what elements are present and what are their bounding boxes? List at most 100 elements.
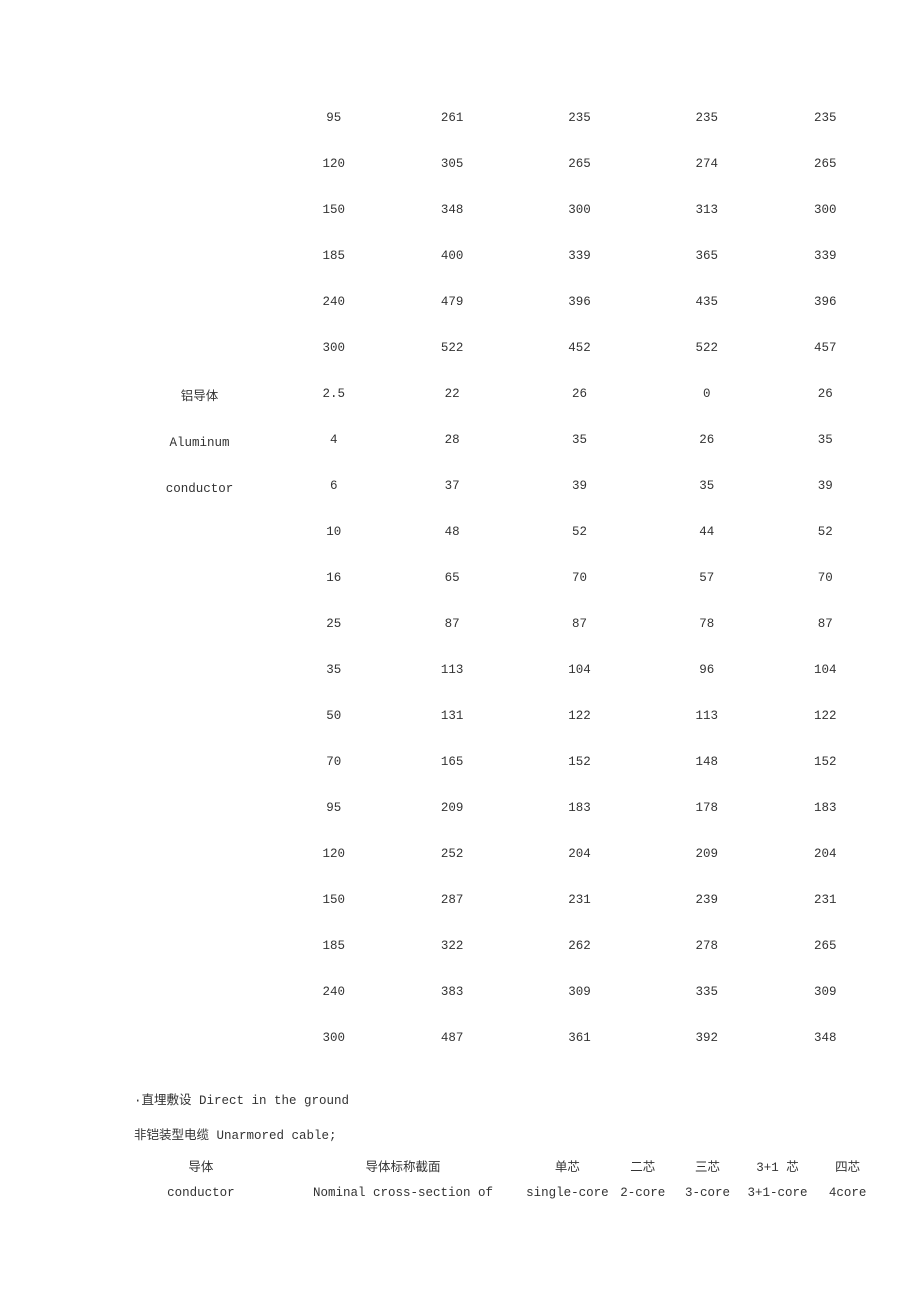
data-cell: 452 <box>516 340 643 386</box>
data-cell: 365 <box>643 248 770 294</box>
row-label-cell <box>120 662 279 708</box>
data-cell: 435 <box>643 294 770 340</box>
data-cell: 300 <box>279 1030 389 1076</box>
data-cell: 87 <box>516 616 643 662</box>
data-cell: 22 <box>388 386 515 432</box>
data-cell: 231 <box>770 892 880 938</box>
row-label-cell <box>120 340 279 386</box>
data-cell: 57 <box>643 570 770 616</box>
note-unarmored: 非铠装型电缆 Unarmored cable; <box>134 1119 870 1154</box>
sh-3core-cn: 三芯 <box>675 1160 740 1185</box>
data-cell: 204 <box>770 846 880 892</box>
data-cell: 300 <box>770 202 880 248</box>
data-cell: 383 <box>388 984 515 1030</box>
data-cell: 44 <box>643 524 770 570</box>
sh-conductor-en: conductor <box>120 1185 282 1210</box>
data-cell: 152 <box>516 754 643 800</box>
data-cell: 70 <box>279 754 389 800</box>
sh-3core-en: 3-core <box>675 1185 740 1210</box>
data-cell: 261 <box>388 110 515 156</box>
data-cell: 26 <box>770 386 880 432</box>
data-cell: 6 <box>279 478 389 524</box>
data-cell: 287 <box>388 892 515 938</box>
row-label-cell <box>120 800 279 846</box>
row-label-cell <box>120 156 279 202</box>
data-cell: 10 <box>279 524 389 570</box>
data-cell: 37 <box>388 478 515 524</box>
data-cell: 52 <box>770 524 880 570</box>
data-cell: 48 <box>388 524 515 570</box>
data-cell: 265 <box>516 156 643 202</box>
data-cell: 204 <box>516 846 643 892</box>
table-row: 150348300313300 <box>120 202 880 248</box>
data-cell: 235 <box>516 110 643 156</box>
data-cell: 122 <box>770 708 880 754</box>
row-label-cell <box>120 1030 279 1076</box>
table-row: 2587877887 <box>120 616 880 662</box>
data-cell: 39 <box>770 478 880 524</box>
sh-4core-cn: 四芯 <box>815 1160 880 1185</box>
conductor-label-line: 铝导体 <box>120 386 279 410</box>
table-row: 240383309335309 <box>120 984 880 1030</box>
data-cell: 96 <box>643 662 770 708</box>
conductor-label-line: Aluminum <box>120 432 279 456</box>
data-cell: 457 <box>770 340 880 386</box>
data-cell: 65 <box>388 570 515 616</box>
row-label-cell <box>120 754 279 800</box>
sh-conductor-cn: 导体 <box>120 1160 282 1185</box>
row-label-cell: conductor <box>120 478 279 524</box>
sh-31core-en: 3+1-core <box>740 1185 815 1210</box>
data-cell: 104 <box>770 662 880 708</box>
data-cell: 70 <box>770 570 880 616</box>
row-label-cell <box>120 294 279 340</box>
data-cell: 39 <box>516 478 643 524</box>
data-cell: 120 <box>279 156 389 202</box>
data-cell: 300 <box>279 340 389 386</box>
data-cell: 185 <box>279 938 389 984</box>
data-cell: 274 <box>643 156 770 202</box>
data-cell: 396 <box>516 294 643 340</box>
data-cell: 487 <box>388 1030 515 1076</box>
data-cell: 28 <box>388 432 515 478</box>
data-cell: 313 <box>643 202 770 248</box>
data-cell: 185 <box>279 248 389 294</box>
data-cell: 150 <box>279 202 389 248</box>
row-label-cell <box>120 708 279 754</box>
table-row: 300487361392348 <box>120 1030 880 1076</box>
data-cell: 95 <box>279 800 389 846</box>
row-label-cell <box>120 570 279 616</box>
cable-data-table: 9526123523523512030526527426515034830031… <box>120 110 880 1076</box>
data-cell: 400 <box>388 248 515 294</box>
data-cell: 52 <box>516 524 643 570</box>
data-cell: 2.5 <box>279 386 389 432</box>
table-row: 3511310496104 <box>120 662 880 708</box>
sh-singlecore-en: single-core <box>524 1185 610 1210</box>
data-cell: 522 <box>643 340 770 386</box>
data-cell: 4 <box>279 432 389 478</box>
data-cell: 335 <box>643 984 770 1030</box>
data-cell: 178 <box>643 800 770 846</box>
row-label-cell <box>120 938 279 984</box>
data-cell: 26 <box>516 386 643 432</box>
sh-singlecore-cn: 单芯 <box>524 1160 610 1185</box>
data-cell: 322 <box>388 938 515 984</box>
data-cell: 35 <box>643 478 770 524</box>
data-cell: 70 <box>516 570 643 616</box>
data-cell: 26 <box>643 432 770 478</box>
data-cell: 25 <box>279 616 389 662</box>
row-label-cell <box>120 202 279 248</box>
table-row: 1665705770 <box>120 570 880 616</box>
data-cell: 50 <box>279 708 389 754</box>
data-cell: 0 <box>643 386 770 432</box>
subheader-row-en: conductor Nominal cross-section of singl… <box>120 1185 880 1210</box>
data-cell: 16 <box>279 570 389 616</box>
note-direct-ground: ·直埋敷设 Direct in the ground <box>134 1084 870 1119</box>
data-cell: 300 <box>516 202 643 248</box>
data-cell: 309 <box>770 984 880 1030</box>
data-cell: 235 <box>643 110 770 156</box>
data-cell: 231 <box>516 892 643 938</box>
data-cell: 183 <box>770 800 880 846</box>
data-cell: 120 <box>279 846 389 892</box>
data-cell: 183 <box>516 800 643 846</box>
data-cell: 35 <box>516 432 643 478</box>
